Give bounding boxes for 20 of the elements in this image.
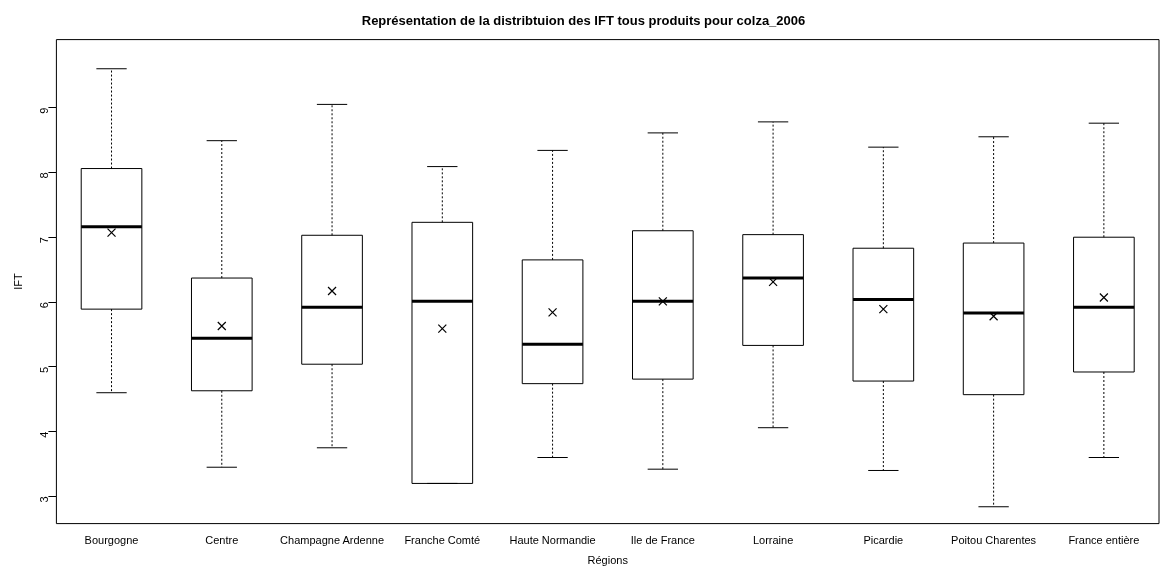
x-tick-label: Centre	[205, 534, 239, 547]
y-tick-label: 5	[38, 366, 51, 373]
x-axis-title: Régions	[587, 554, 629, 567]
y-axis-title: IFT	[11, 273, 24, 290]
y-tick-label: 9	[38, 107, 51, 114]
chart-title: Représentation de la distribtuion des IFT tous produits pour colza_2006	[361, 13, 806, 29]
y-tick-label: 7	[38, 237, 51, 244]
x-tick-label: Picardie	[863, 534, 904, 547]
x-tick-label: Haute Normandie	[509, 534, 596, 547]
x-tick-label: Champagne Ardenne	[280, 534, 385, 547]
x-tick-label: Franche Comté	[404, 534, 481, 547]
y-tick-label: 8	[38, 172, 51, 179]
y-tick-label: 3	[38, 496, 51, 503]
x-tick-label: Poitou Charentes	[951, 534, 1037, 547]
x-tick-label: Ile de France	[630, 534, 695, 547]
x-tick-label: Lorraine	[752, 534, 794, 547]
y-tick-label: 6	[38, 302, 51, 309]
y-tick-label: 4	[38, 431, 51, 438]
x-tick-label: Bourgogne	[84, 534, 139, 547]
x-tick-label: France entière	[1068, 534, 1140, 547]
